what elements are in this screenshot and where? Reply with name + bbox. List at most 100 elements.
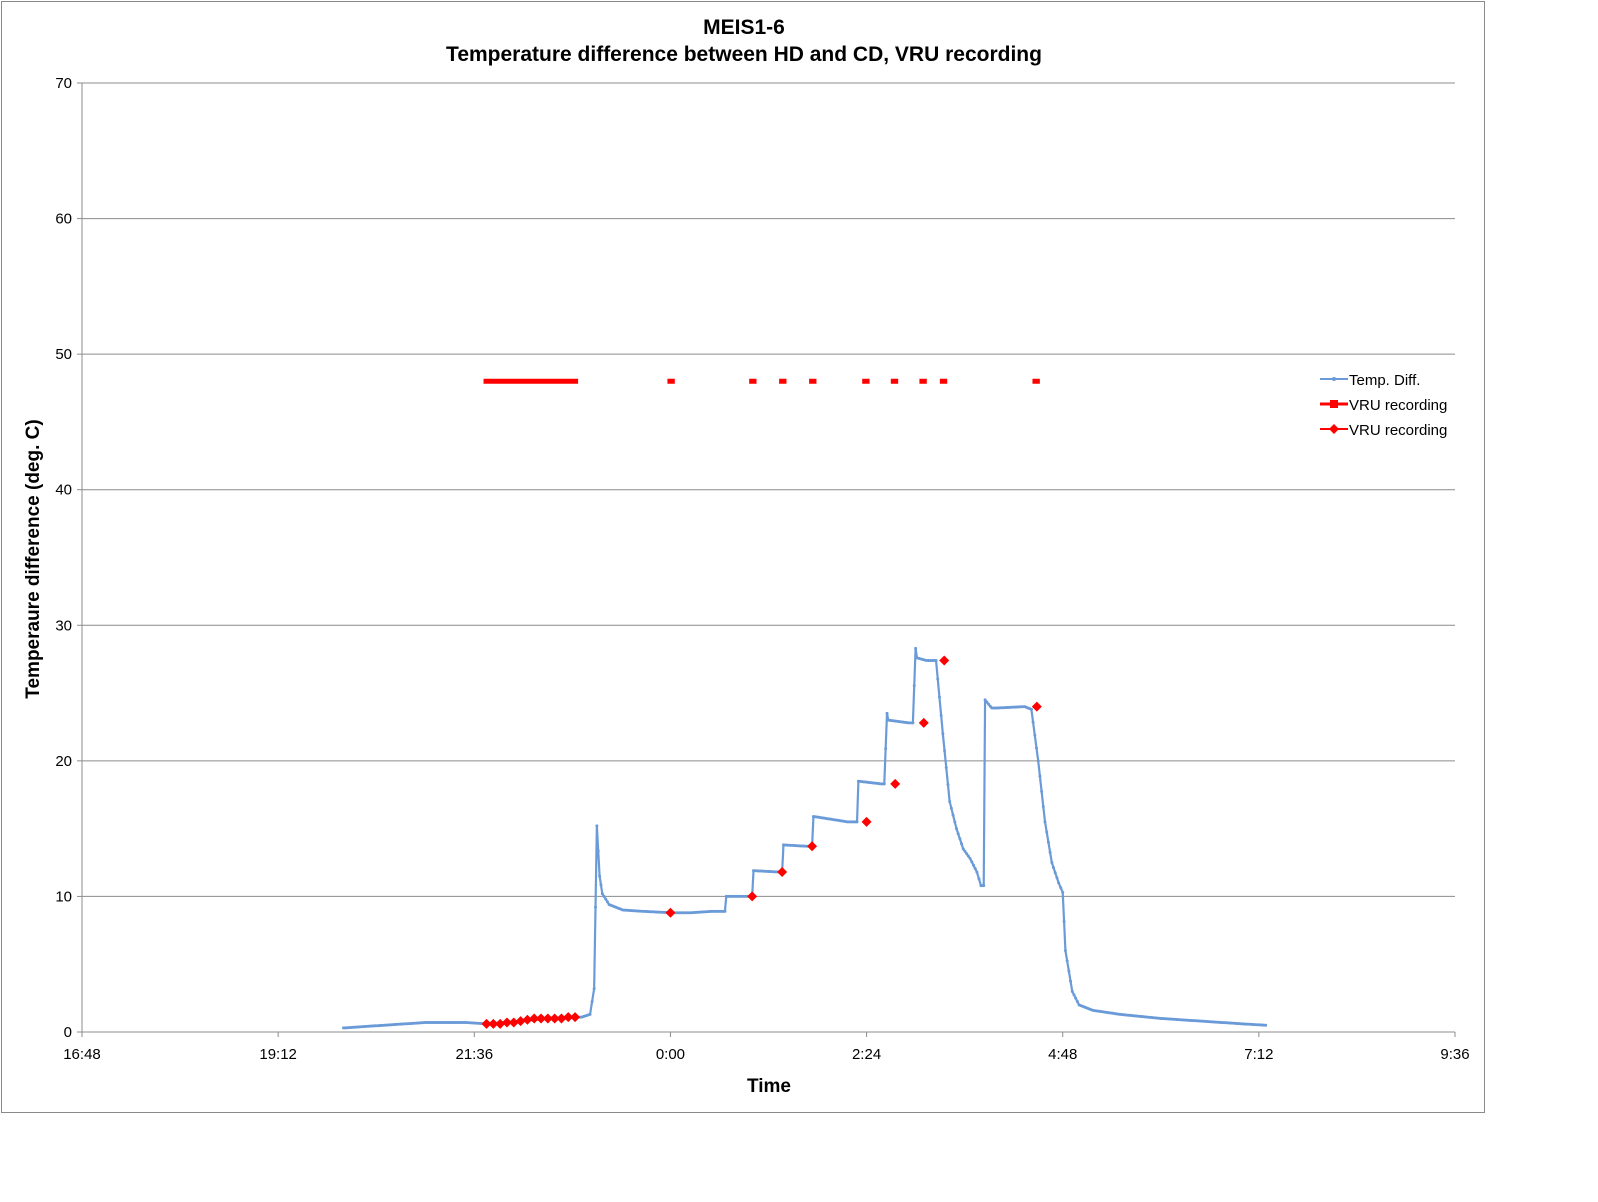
vru-recording-diamond — [556, 1013, 567, 1024]
legend-label-temp-diff: Temp. Diff. — [1349, 372, 1420, 389]
y-tick-label: 0 — [64, 1024, 72, 1041]
legend-label-vru-bars: VRU recording — [1349, 397, 1447, 414]
vru-recording-diamond — [939, 655, 950, 666]
x-tick-label: 9:36 — [1440, 1046, 1469, 1063]
y-tick-label: 70 — [55, 75, 72, 92]
y-tick-label: 30 — [55, 617, 72, 634]
x-tick-label: 16:48 — [63, 1046, 101, 1063]
legend-marker-vru-bars — [1330, 400, 1338, 408]
temp-diff-point — [588, 1012, 592, 1016]
temp-diff-point — [951, 813, 955, 817]
temp-diff-point — [912, 684, 916, 688]
temp-diff-point — [961, 847, 965, 851]
temp-diff-point — [977, 877, 981, 881]
vru-recording-diamond — [542, 1013, 553, 1024]
vru-recording-diamond — [563, 1012, 574, 1023]
vru-recording-diamond — [515, 1016, 526, 1027]
temp-diff-point — [911, 721, 915, 725]
temp-diff-point — [948, 800, 952, 804]
temp-diff-point — [1072, 993, 1076, 997]
temp-diff-point — [943, 749, 947, 753]
temp-diff-point — [937, 695, 941, 699]
temp-diff-point — [1264, 1023, 1268, 1027]
temp-diff-point — [596, 849, 600, 853]
chart-frame: MEIS1-6 Temperature difference between H… — [1, 1, 1485, 1113]
temp-diff-point — [1067, 969, 1071, 973]
temp-diff-point — [970, 860, 974, 864]
y-axis-title: Temperaure difference (deg. C) — [23, 419, 44, 698]
vru-recording-diamond — [807, 841, 818, 852]
vru-recording-diamond — [570, 1012, 581, 1023]
temp-diff-point — [982, 884, 986, 888]
y-tick-label: 40 — [55, 482, 72, 499]
temp-diff-point — [1070, 989, 1074, 993]
y-tick-label: 60 — [55, 211, 72, 228]
temp-diff-point — [592, 987, 596, 991]
temp-diff-point — [590, 999, 594, 1003]
temp-diff-point — [1074, 996, 1078, 1000]
temp-diff-point — [963, 849, 967, 853]
x-tick-label: 21:36 — [456, 1046, 494, 1063]
vru-recording-bar — [919, 378, 927, 384]
legend: Temp. Diff. VRU recording VRU recording — [1320, 372, 1447, 439]
temp-diff-point — [914, 646, 918, 650]
vru-recording-bar — [779, 378, 787, 384]
vru-recording-diamond — [501, 1017, 512, 1028]
temp-diff-point — [1038, 774, 1042, 778]
vru-recording-diamond — [747, 891, 758, 902]
y-tick-label: 20 — [55, 753, 72, 770]
temp-diff-point — [1075, 999, 1079, 1003]
axes — [77, 82, 1456, 1037]
temp-diff-point — [1040, 789, 1044, 793]
temp-diff-point — [971, 863, 975, 867]
temp-diff-point — [960, 842, 964, 846]
gridlines — [82, 82, 1455, 897]
y-tick-labels: 0 10 20 30 40 50 60 70 — [55, 75, 72, 1041]
x-axis-title: Time — [747, 1076, 791, 1097]
temp-diff-point — [885, 711, 889, 715]
temp-diff-point — [1041, 805, 1045, 809]
temp-diff-point — [1053, 871, 1057, 875]
temp-diff-point — [598, 874, 602, 878]
temp-diff-point — [956, 832, 960, 836]
temp-diff-point — [953, 820, 957, 824]
legend-label-vru-diamonds: VRU recording — [1349, 422, 1447, 439]
legend-item-vru-diamonds: VRU recording — [1320, 422, 1447, 439]
vru-recording-diamond — [1031, 701, 1042, 712]
vru-recording-diamond — [861, 816, 872, 827]
temp-diff-point — [599, 883, 603, 887]
vru-recording-bar — [809, 378, 817, 384]
temp-diff-point — [1062, 920, 1066, 924]
temp-diff-point — [965, 852, 969, 856]
x-tick-label: 19:12 — [259, 1046, 297, 1063]
legend-marker-vru-diamonds — [1329, 424, 1339, 434]
temp-diff-point — [934, 659, 938, 663]
temp-diff-point — [985, 700, 989, 704]
x-tick-label: 0:00 — [656, 1046, 685, 1063]
vru-recording-diamond — [508, 1017, 519, 1028]
temp-diff-point — [975, 870, 979, 874]
vru-recording-diamond — [495, 1018, 506, 1029]
temp-diff-point — [987, 702, 991, 706]
temp-diff-point — [882, 782, 886, 786]
temp-diff-point — [602, 894, 606, 898]
temp-diff-point — [973, 867, 977, 871]
temp-diff-point — [1045, 830, 1049, 834]
temp-diff-series — [342, 646, 1268, 1030]
temp-diff-point — [1034, 746, 1038, 750]
temp-diff-point — [595, 824, 599, 828]
vru-recording-bar — [749, 378, 757, 384]
temp-diff-point — [1059, 886, 1063, 890]
chart-svg: MEIS1-6 Temperature difference between H… — [23, 16, 1470, 1097]
temp-diff-point — [1057, 881, 1061, 885]
temp-diff-point — [941, 732, 945, 736]
vru-recording-diamond — [549, 1013, 560, 1024]
vru-recording-bar — [667, 378, 675, 384]
temp-diff-point — [939, 713, 943, 717]
x-tick-label: 7:12 — [1244, 1046, 1273, 1063]
temp-diff-point — [1052, 866, 1056, 870]
vru-recording-bar — [939, 378, 948, 384]
temp-diff-point — [1033, 733, 1037, 737]
legend-item-temp-diff: Temp. Diff. — [1320, 372, 1420, 389]
temp-diff-point — [1063, 949, 1067, 953]
